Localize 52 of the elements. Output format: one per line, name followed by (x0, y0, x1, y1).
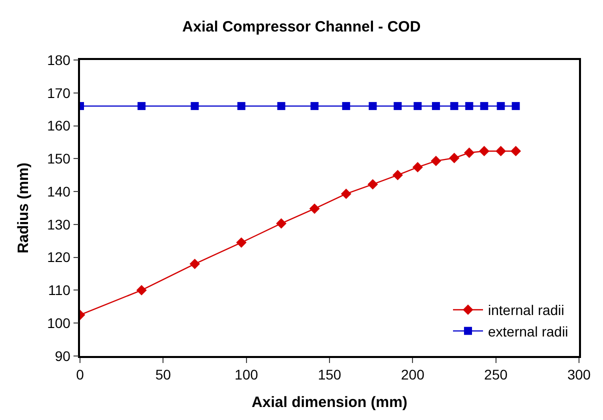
legend-label: external radii (488, 323, 568, 340)
x-tick-label: 0 (76, 366, 84, 383)
point (464, 148, 474, 158)
x-tick-label: 100 (234, 366, 258, 383)
point (450, 102, 458, 110)
point (480, 102, 488, 110)
x-tick-label: 150 (318, 366, 342, 383)
point (138, 102, 146, 110)
x-axis-title: Axial dimension (mm) (252, 394, 408, 412)
point (392, 170, 403, 180)
chart-title: Axial Compressor Channel - COD (182, 18, 421, 36)
y-axis-title: Radius (mm) (14, 162, 32, 254)
point (449, 152, 460, 164)
point (310, 102, 319, 110)
point (465, 102, 474, 110)
point (342, 102, 350, 110)
y-tick-label: 180 (47, 52, 71, 68)
point (237, 102, 246, 110)
point (136, 285, 147, 296)
point (496, 146, 506, 156)
x-tick-label: 250 (484, 366, 508, 383)
point (394, 102, 402, 110)
point (478, 146, 490, 156)
point (309, 203, 320, 214)
point (432, 102, 440, 110)
legend-label: internal radii (488, 302, 564, 318)
point (368, 179, 378, 190)
point (190, 102, 199, 110)
point (414, 102, 422, 110)
point (412, 162, 423, 172)
y-tick-label: 130 (47, 216, 71, 232)
point (276, 218, 286, 229)
point (510, 146, 521, 156)
point (430, 156, 442, 166)
point (368, 102, 377, 110)
point (340, 188, 352, 200)
point (277, 102, 286, 110)
y-tick-label: 90 (54, 348, 71, 364)
y-tick-label: 140 (47, 183, 71, 200)
point (236, 237, 247, 248)
point (512, 102, 520, 110)
x-tick-label: 300 (567, 366, 591, 383)
y-tick-label: 100 (47, 315, 71, 332)
point (190, 258, 200, 270)
x-tick-label: 50 (155, 366, 172, 383)
x-tick-label: 200 (400, 366, 425, 383)
y-tick-label: 150 (47, 150, 71, 167)
point (496, 102, 505, 110)
y-tick-label: 160 (47, 118, 71, 134)
y-tick-label: 170 (47, 84, 71, 101)
y-tick-label: 120 (47, 249, 71, 266)
y-tick-label: 110 (48, 282, 71, 298)
